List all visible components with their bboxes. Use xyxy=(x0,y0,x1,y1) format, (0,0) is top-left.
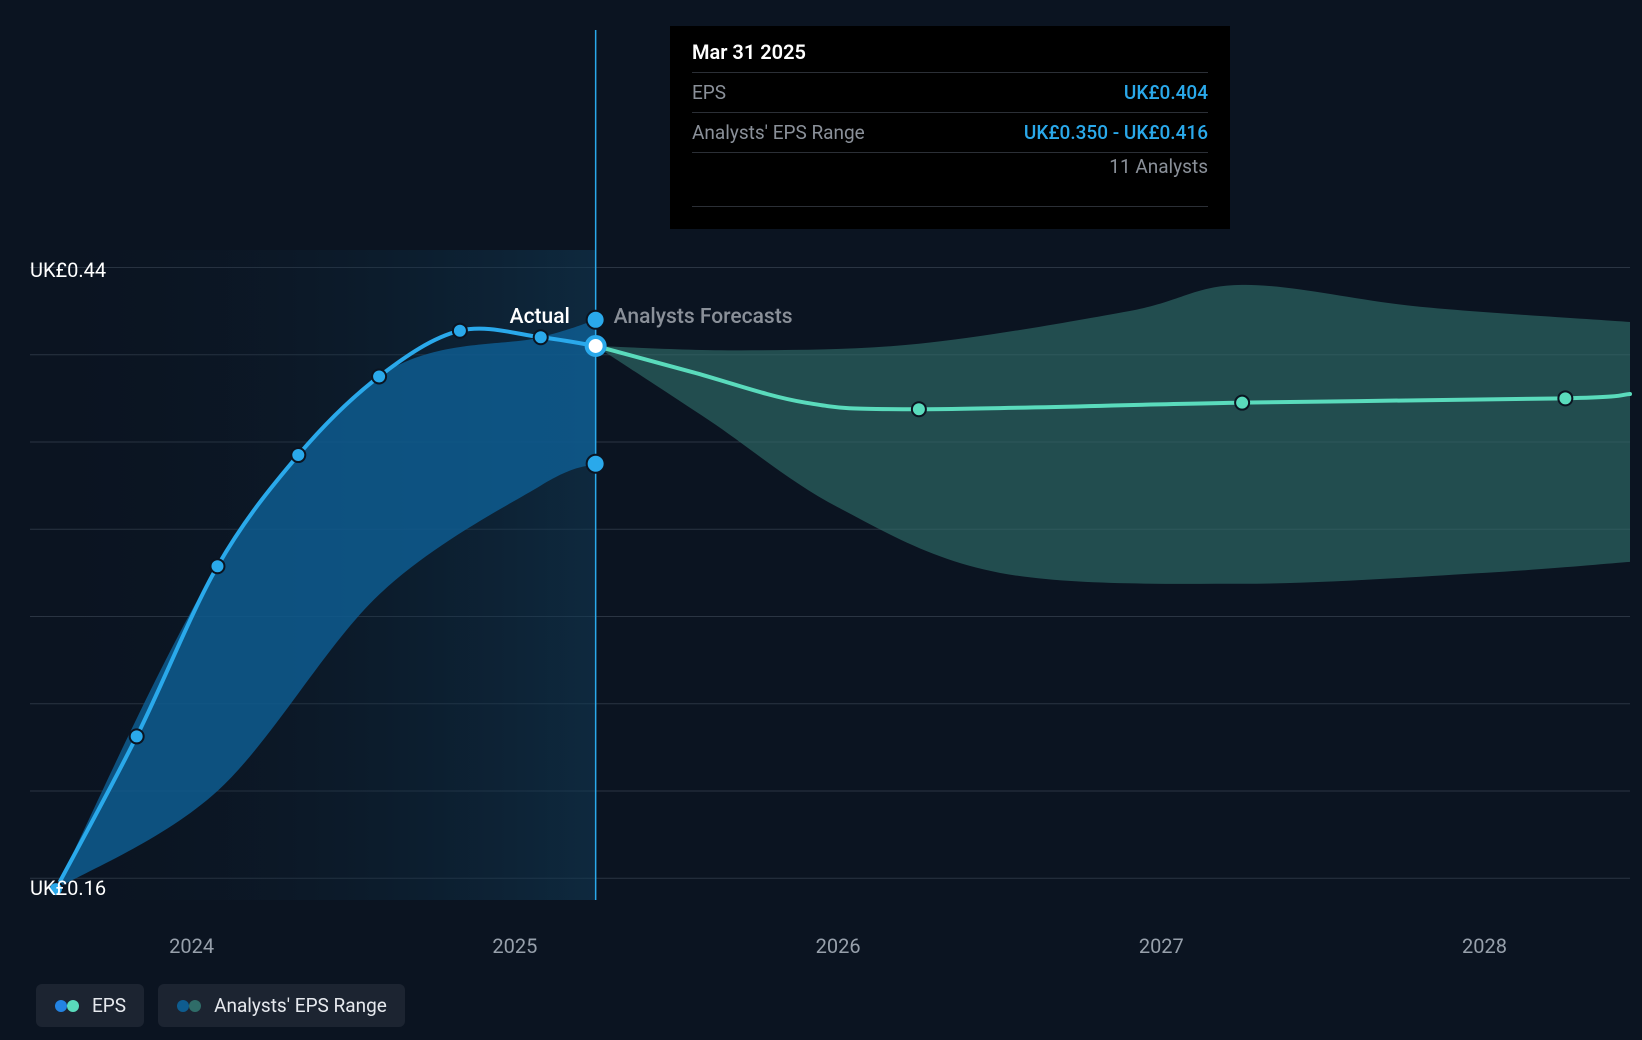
tooltip-analyst-count: 11 Analysts xyxy=(692,153,1208,178)
tooltip-range-label: Analysts' EPS Range xyxy=(692,121,865,144)
legend-item-eps-range[interactable]: Analysts' EPS Range xyxy=(158,984,405,1027)
divider-actual-label: Actual xyxy=(510,305,570,329)
legend-label: Analysts' EPS Range xyxy=(214,994,387,1017)
x-axis-label: 2027 xyxy=(1139,934,1184,958)
y-axis-label: UK£0.44 xyxy=(30,258,106,282)
x-axis-label: 2026 xyxy=(816,934,861,958)
hover-tooltip: Mar 31 2025 EPS UK£0.404 Analysts' EPS R… xyxy=(670,26,1230,229)
x-axis-label: 2024 xyxy=(169,934,214,958)
x-axis-label: 2025 xyxy=(492,934,537,958)
legend-item-eps[interactable]: EPS xyxy=(36,984,144,1027)
y-axis-label: UK£0.16 xyxy=(30,876,106,900)
legend-swatch-icon xyxy=(176,999,204,1013)
x-axis-label: 2028 xyxy=(1462,934,1507,958)
divider-forecast-label: Analysts Forecasts xyxy=(614,305,793,329)
tooltip-eps-label: EPS xyxy=(692,81,726,104)
eps-forecast-chart: Actual Analysts Forecasts Mar 31 2025 EP… xyxy=(0,0,1642,1040)
tooltip-range-value: UK£0.350 - UK£0.416 xyxy=(1024,121,1208,144)
tooltip-eps-value: UK£0.404 xyxy=(1124,81,1208,104)
legend-swatch-icon xyxy=(54,999,82,1013)
tooltip-date: Mar 31 2025 xyxy=(692,40,1208,72)
legend: EPS Analysts' EPS Range xyxy=(36,984,405,1027)
legend-label: EPS xyxy=(92,994,126,1017)
